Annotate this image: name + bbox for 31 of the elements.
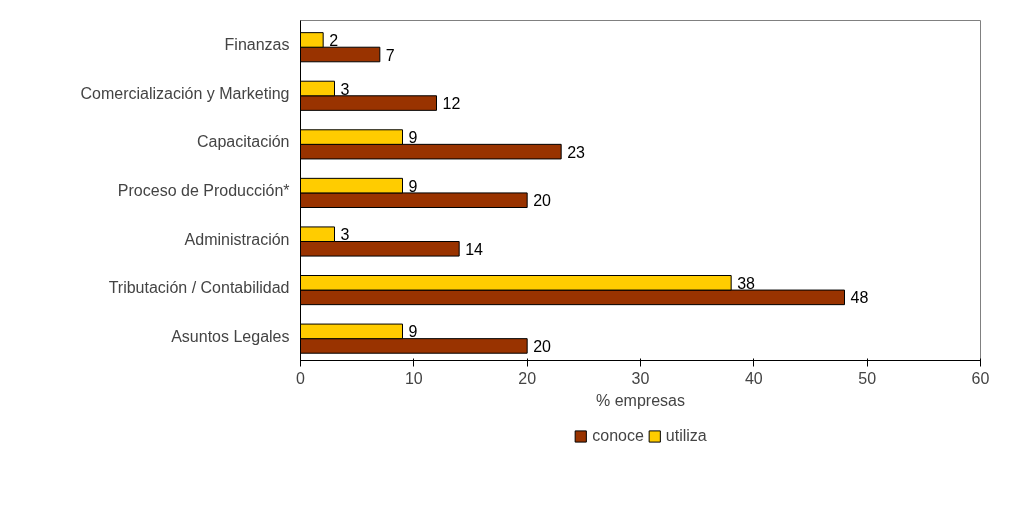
x-tick-label: 20	[518, 369, 537, 387]
data-label: 23	[567, 143, 586, 161]
y-tick-label: Capacitación	[197, 133, 290, 151]
data-label: 20	[533, 192, 552, 210]
x-tick-label: 10	[404, 369, 423, 387]
data-label: 9	[408, 323, 418, 341]
data-label: 20	[533, 337, 552, 355]
data-label: 7	[385, 46, 395, 64]
legend-label: utiliza	[665, 427, 707, 445]
y-tick-label: Tributación / Contabilidad	[108, 279, 290, 297]
y-tick-label: Proceso de Producción*	[117, 182, 290, 199]
x-tick-label: 50	[858, 369, 877, 387]
data-label: 3	[340, 226, 350, 244]
y-tick-label: Administración	[184, 230, 290, 248]
y-tick-label: Comercialización y Marketing	[80, 84, 290, 102]
x-tick-label: 40	[744, 369, 763, 387]
x-axis-title: % empresas	[596, 391, 685, 409]
y-tick-label: Asuntos Legales	[171, 327, 290, 345]
legend-label: conoce	[592, 427, 644, 445]
data-label: 9	[408, 129, 418, 147]
data-label: 48	[850, 289, 869, 307]
x-tick-label: 60	[971, 369, 990, 387]
data-label: 2	[329, 31, 339, 49]
x-tick-label: 0	[296, 369, 306, 387]
data-label: 12	[442, 95, 461, 113]
x-tick-label: 30	[631, 369, 650, 387]
data-label: 3	[340, 80, 350, 98]
data-label: 14	[465, 240, 484, 258]
y-tick-label: Finanzas	[224, 36, 290, 54]
data-label: 38	[737, 274, 756, 292]
data-label: 9	[408, 177, 418, 195]
